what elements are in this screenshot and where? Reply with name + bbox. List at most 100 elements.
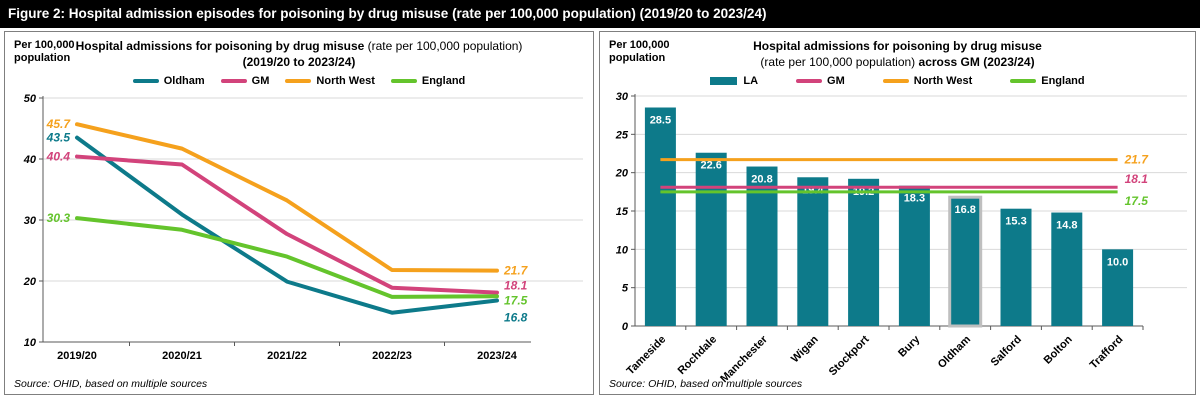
bar-chart-title: Hospital admissions for poisoning by dru… — [600, 39, 1195, 70]
svg-text:Oldham: Oldham — [935, 333, 973, 371]
category-label-oldham: Oldham — [935, 333, 973, 371]
svg-text:Trafford: Trafford — [1087, 334, 1125, 372]
start-value-england: 30.3 — [47, 211, 71, 225]
bar-bolton — [1050, 212, 1082, 327]
line-chart-title-line1: Hospital admissions for poisoning by dru… — [5, 39, 593, 55]
category-label-tameside: Tameside — [624, 334, 668, 378]
line-oldham — [75, 135, 499, 315]
svg-text:Rochdale: Rochdale — [675, 334, 718, 377]
x-tick-label-2021-22: 2021/22 — [267, 350, 307, 362]
category-label-bury: Bury — [896, 333, 923, 360]
chart-panels: Per 100,000 population Hospital admissio… — [0, 28, 1200, 395]
bar-value-manchester: 20.8 — [751, 174, 772, 186]
legend-label: England — [421, 75, 466, 88]
bar-chart-panel: Per 100,000 population Hospital admissio… — [599, 31, 1196, 395]
start-value-gm: 40.4 — [46, 150, 71, 164]
legend-item-la: LA — [710, 75, 758, 87]
legend-swatch-gm — [796, 79, 823, 84]
category-label-wigan: Wigan — [788, 333, 820, 365]
bar-value-rochdale: 22.6 — [700, 160, 721, 172]
title-main: Hospital admissions for poisoning by dru… — [75, 39, 365, 53]
svg-text:Salford: Salford — [988, 334, 1023, 369]
end-value-gm: 18.1 — [504, 279, 528, 293]
legend-item-england: England — [390, 75, 466, 88]
x-tick-label-2023-24: 2023/24 — [477, 350, 518, 362]
legend-label: LA — [743, 75, 759, 88]
legend-swatch-north-west — [285, 79, 312, 84]
line-chart-title: Hospital admissions for poisoning by dru… — [5, 39, 593, 70]
end-value-north-west: 21.7 — [503, 264, 529, 278]
legend-item-north-west: North West — [882, 75, 973, 88]
y-tick-label-10: 10 — [24, 337, 37, 349]
line-england — [75, 216, 499, 300]
category-label-stockport: Stockport — [826, 333, 871, 378]
line-north-west — [75, 122, 499, 273]
x-tick-label-2022-23: 2022/23 — [372, 350, 412, 362]
legend-swatch-england — [1010, 79, 1037, 84]
end-value-england: 17.5 — [504, 293, 528, 307]
bar-value-salford: 15.3 — [1005, 216, 1026, 228]
start-value-oldham: 43.5 — [46, 131, 71, 145]
legend-label: England — [1041, 75, 1085, 88]
line-gm — [75, 154, 499, 295]
category-label-bolton: Bolton — [1041, 333, 1074, 366]
bar-chart: 0 5 10 15 20 25 30 28.5 Tameside 22.6 Rochdale 20.8… — [614, 91, 1187, 385]
y-tick-label-0: 0 — [621, 321, 628, 333]
bar-value-tameside: 28.5 — [649, 115, 670, 127]
legend-swatch-oldham — [132, 79, 159, 84]
svg-text:Stockport: Stockport — [826, 333, 871, 378]
svg-text:Wigan: Wigan — [788, 333, 820, 365]
title-scope: across GM (2023/24) — [918, 54, 1035, 69]
bar-tameside — [644, 107, 676, 327]
svg-text:Bolton: Bolton — [1041, 333, 1074, 366]
start-value-north-west: 45.7 — [46, 117, 72, 131]
x-tick-label-2019-20: 2019/20 — [57, 350, 97, 362]
bar-bury — [898, 185, 930, 327]
title-sub: (rate per 100,000 population) — [760, 54, 919, 69]
legend-swatch-england — [390, 79, 417, 84]
y-tick-label-10: 10 — [615, 245, 628, 257]
category-label-salford: Salford — [988, 334, 1023, 369]
figure-title: Figure 2: Hospital admission episodes fo… — [0, 0, 1200, 28]
bar-value-bury: 18.3 — [903, 193, 924, 205]
source-note: Source: OHID, based on multiple sources — [609, 378, 803, 390]
y-axis-unit-label: Per 100,000 population — [609, 39, 670, 65]
category-label-trafford: Trafford — [1087, 334, 1125, 372]
ref-line-value-north-west: 21.7 — [1123, 153, 1149, 167]
y-tick-label-30: 30 — [24, 215, 37, 227]
y-tick-label-40: 40 — [23, 154, 37, 166]
bar-chart-legend: LA GM North West England — [600, 75, 1195, 87]
legend-label: Oldham — [163, 75, 205, 88]
end-value-oldham: 16.8 — [504, 311, 528, 325]
legend-swatch-gm — [220, 79, 247, 84]
svg-text:Tameside: Tameside — [624, 334, 668, 378]
category-label-rochdale: Rochdale — [675, 334, 718, 377]
legend-swatch-north-west — [882, 79, 909, 84]
y-tick-label-50: 50 — [24, 93, 37, 105]
bar-wigan — [796, 177, 828, 327]
y-tick-label-15: 15 — [615, 206, 628, 218]
y-tick-label-5: 5 — [621, 283, 628, 295]
legend-item-north-west: North West — [285, 75, 375, 88]
svg-text:Bury: Bury — [896, 333, 923, 360]
legend-item-gm: GM — [220, 75, 270, 88]
legend-swatch-la — [710, 77, 738, 86]
bar-oldham — [947, 195, 982, 328]
legend-label: GM — [251, 75, 270, 88]
ref-line-value-gm: 18.1 — [1124, 172, 1148, 186]
bar-trafford — [1101, 249, 1133, 327]
legend-label: North West — [316, 75, 375, 88]
legend-item-oldham: Oldham — [132, 75, 205, 88]
y-tick-label-20: 20 — [614, 168, 628, 180]
bar-value-trafford: 10.0 — [1106, 257, 1127, 269]
bar-chart-title-line1: Hospital admissions for poisoning by dru… — [753, 39, 1042, 53]
y-axis-unit-label: Per 100,000 population — [14, 39, 75, 65]
line-chart-panel: Per 100,000 population Hospital admissio… — [4, 31, 594, 395]
title-sub: (rate per 100,000 population) — [364, 39, 523, 53]
legend-label: GM — [827, 75, 845, 88]
legend-label: North West — [913, 75, 973, 88]
line-chart-title-line2: (2019/20 to 2023/24) — [242, 54, 356, 69]
source-note: Source: OHID, based on multiple sources — [14, 378, 208, 390]
bar-value-bolton: 14.8 — [1056, 220, 1077, 232]
